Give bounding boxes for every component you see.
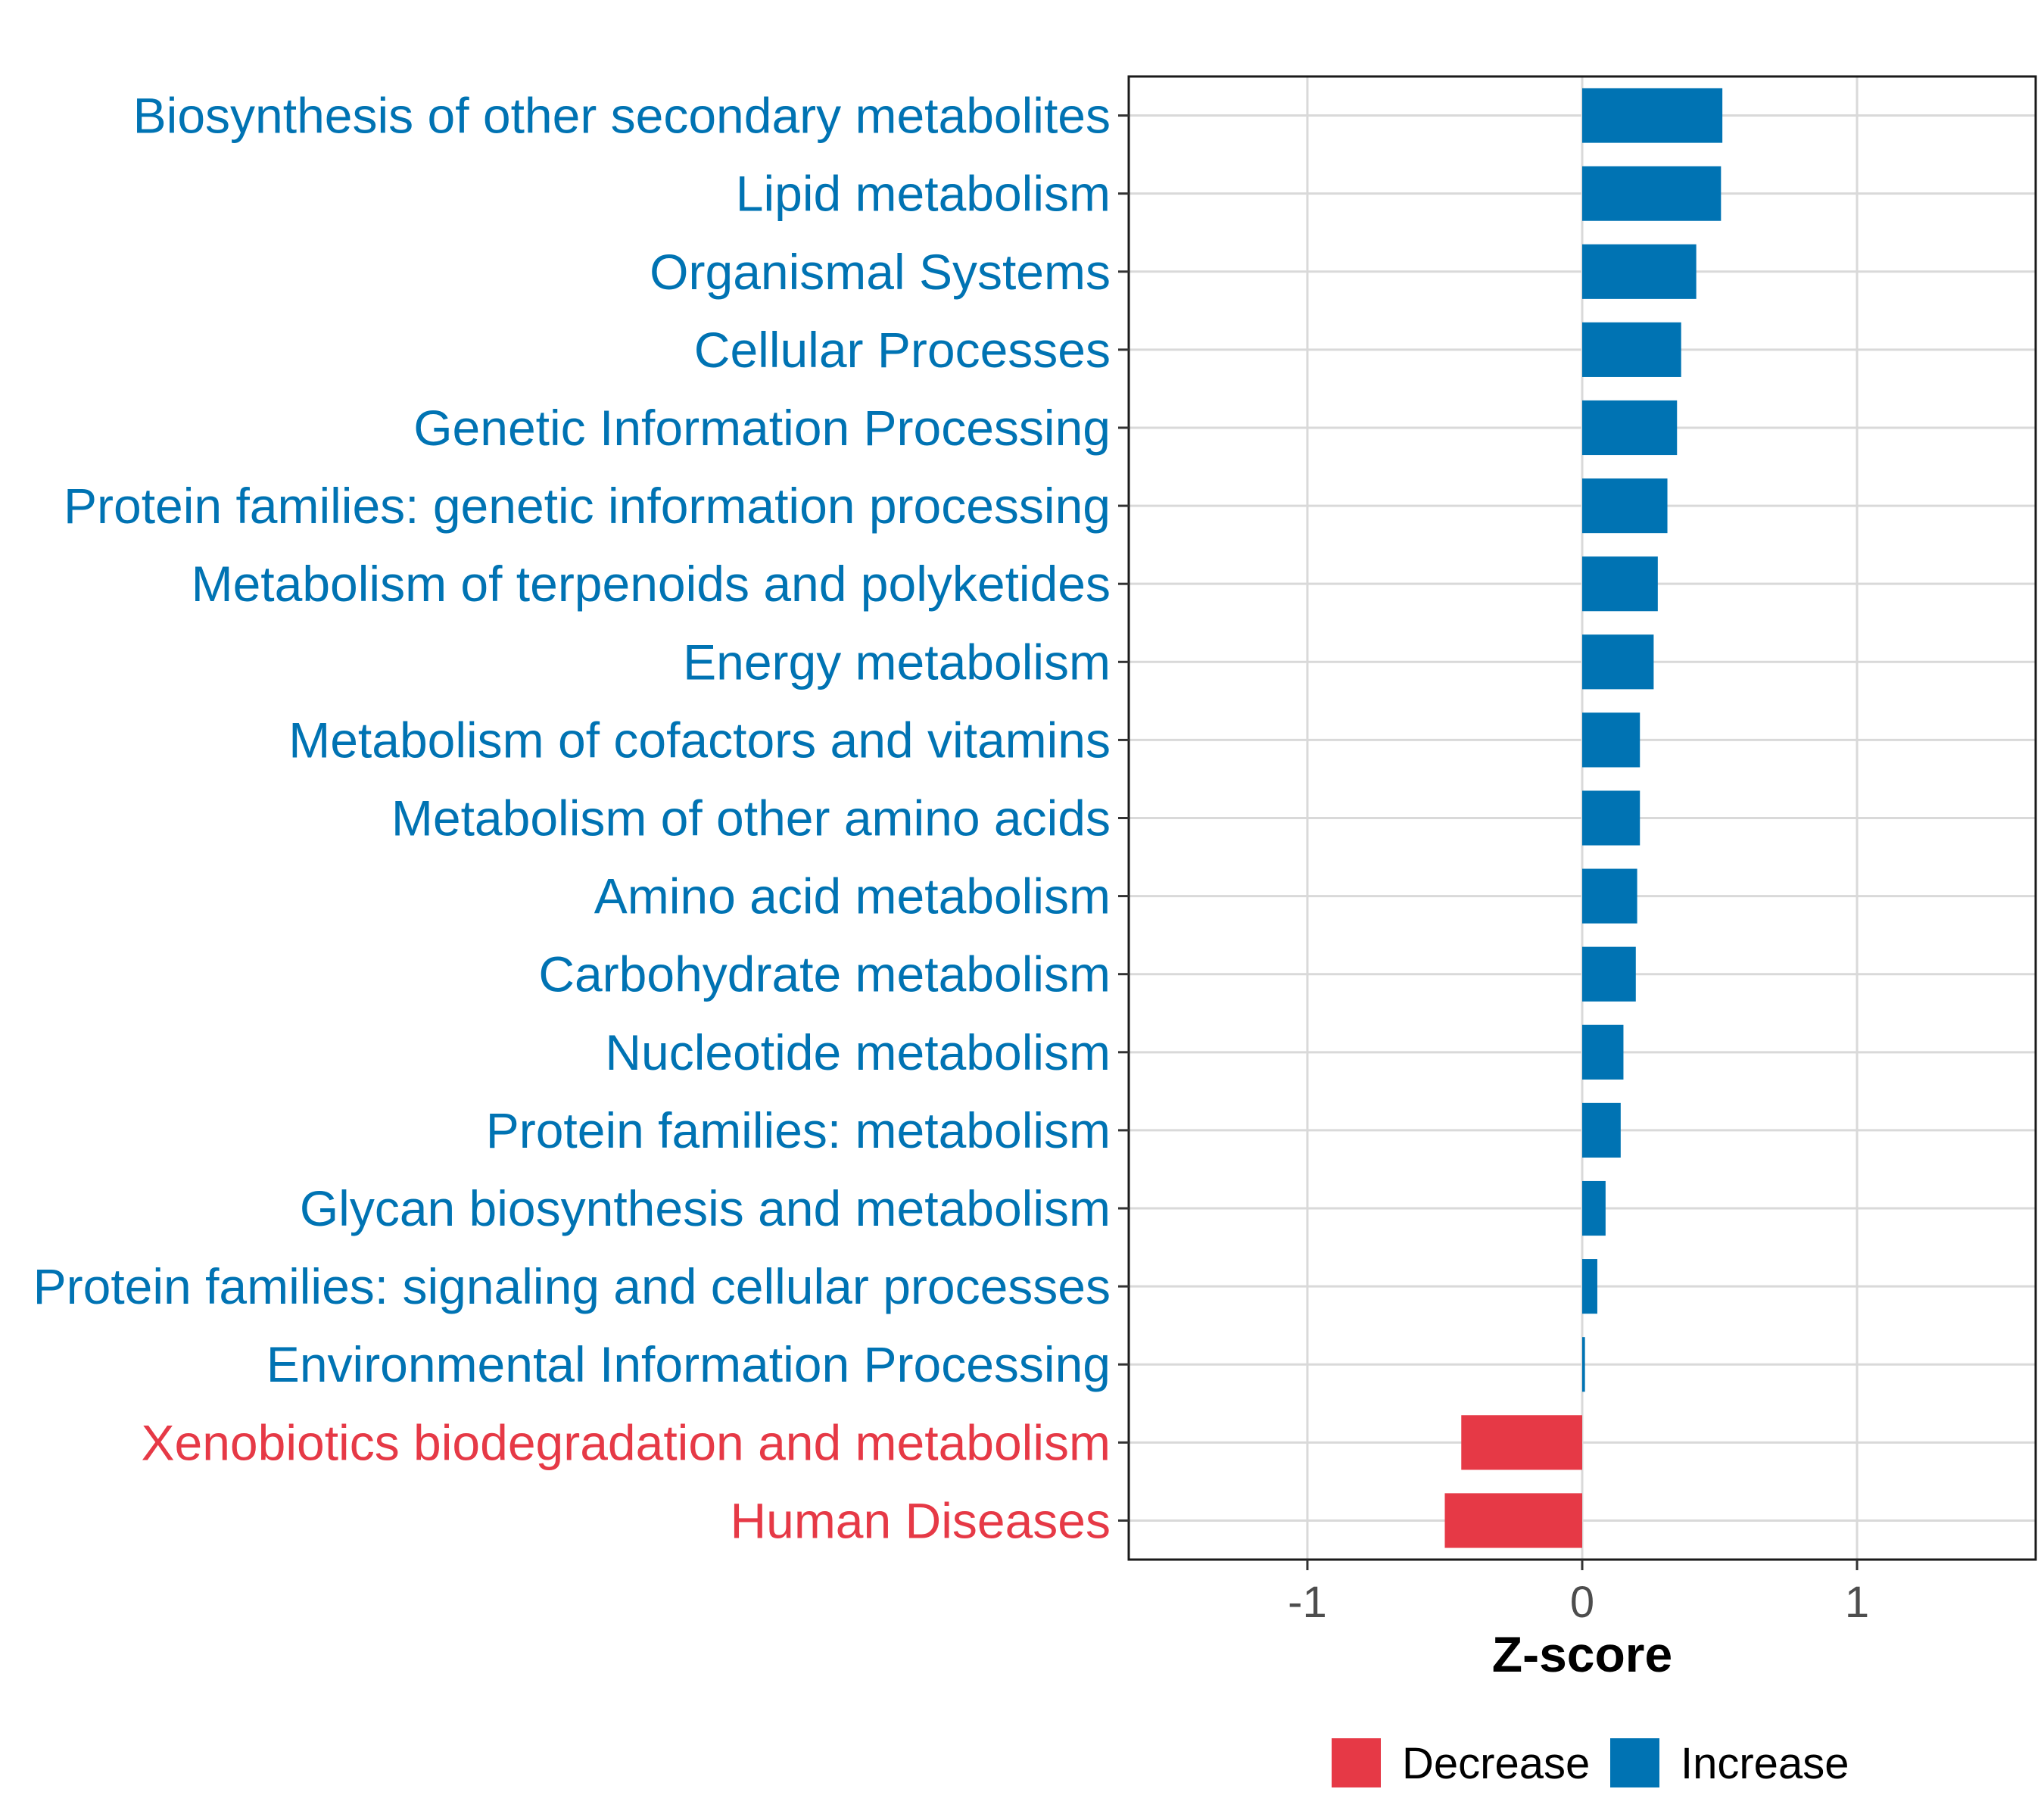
bar bbox=[1582, 88, 1723, 143]
bar bbox=[1582, 400, 1678, 456]
bar bbox=[1582, 790, 1640, 846]
bar bbox=[1582, 634, 1654, 690]
y-tick-label: Cellular Processes bbox=[694, 322, 1111, 378]
y-tick-label: Protein families: genetic information pr… bbox=[64, 478, 1111, 534]
y-tick-label: Protein families: signaling and cellular… bbox=[33, 1258, 1111, 1314]
y-tick-label: Genetic Information Processing bbox=[413, 400, 1111, 456]
legend-key bbox=[1610, 1738, 1659, 1787]
x-tick-label: 0 bbox=[1570, 1578, 1594, 1627]
y-tick-label: Metabolism of cofactors and vitamins bbox=[288, 712, 1111, 768]
y-tick-label: Lipid metabolism bbox=[736, 166, 1111, 222]
y-tick-label: Carbohydrate metabolism bbox=[538, 946, 1111, 1002]
y-axis: Biosynthesis of other secondary metaboli… bbox=[33, 88, 1129, 1548]
legend-label: Decrease bbox=[1402, 1739, 1590, 1788]
y-tick-label: Protein families: metabolism bbox=[486, 1102, 1111, 1158]
bar bbox=[1582, 1337, 1585, 1392]
bar bbox=[1582, 478, 1668, 534]
bar bbox=[1582, 556, 1658, 612]
y-tick-label: Xenobiotics biodegradation and metabolis… bbox=[142, 1414, 1111, 1470]
legend: Decrease Increase bbox=[1332, 1738, 1849, 1788]
bar bbox=[1582, 322, 1681, 377]
bar bbox=[1582, 166, 1722, 221]
y-tick-label: Biosynthesis of other secondary metaboli… bbox=[133, 88, 1111, 144]
bar bbox=[1582, 1102, 1621, 1158]
y-tick-label: Human Diseases bbox=[730, 1492, 1111, 1548]
bar bbox=[1582, 868, 1637, 924]
bar-layer bbox=[1444, 88, 1723, 1548]
legend-key bbox=[1332, 1738, 1381, 1787]
y-tick-label: Nucleotide metabolism bbox=[605, 1024, 1111, 1080]
legend-label: Increase bbox=[1681, 1739, 1849, 1788]
bar bbox=[1582, 712, 1640, 768]
bar bbox=[1461, 1415, 1582, 1470]
bar bbox=[1582, 1259, 1597, 1314]
bar bbox=[1582, 1180, 1606, 1236]
x-tick-label: 1 bbox=[1845, 1578, 1869, 1627]
bar bbox=[1582, 946, 1636, 1002]
y-tick-label: Amino acid metabolism bbox=[594, 868, 1111, 924]
x-axis: -1 0 1 bbox=[1288, 1560, 1869, 1627]
y-tick-label: Organismal Systems bbox=[650, 244, 1111, 300]
y-tick-label: Environmental Information Processing bbox=[266, 1336, 1111, 1392]
y-tick-label: Metabolism of other amino acids bbox=[391, 790, 1111, 846]
bar bbox=[1582, 244, 1697, 299]
bar bbox=[1582, 1024, 1624, 1080]
y-tick-label: Metabolism of terpenoids and polyketides bbox=[192, 556, 1111, 612]
bar bbox=[1444, 1493, 1582, 1548]
y-tick-label: Energy metabolism bbox=[683, 634, 1111, 690]
x-tick-label: -1 bbox=[1288, 1578, 1327, 1627]
y-tick-label: Glycan biosynthesis and metabolism bbox=[300, 1180, 1111, 1236]
x-axis-title: Z-score bbox=[1492, 1626, 1672, 1682]
